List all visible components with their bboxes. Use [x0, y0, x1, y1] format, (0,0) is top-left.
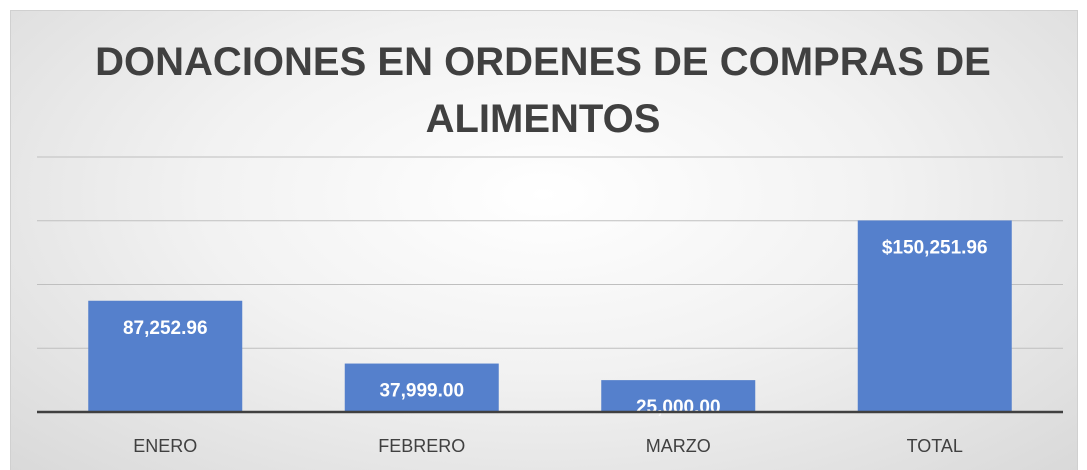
bar: [857, 220, 1012, 412]
x-tick-label: TOTAL: [907, 436, 963, 456]
bar: [88, 300, 243, 412]
x-tick-label: FEBRERO: [378, 436, 465, 456]
chart-title: DONACIONES EN ORDENES DE COMPRAS DE ALIM…: [95, 40, 991, 141]
x-tick-label: MARZO: [646, 436, 711, 456]
bar: [601, 380, 756, 412]
bar: [344, 363, 499, 412]
data-label: 37,999.00: [379, 381, 464, 402]
x-tick-label: ENERO: [133, 436, 197, 456]
data-label: 25,000.00: [636, 397, 721, 418]
data-label: $150,251.96: [882, 237, 988, 258]
data-label: 87,252.96: [123, 318, 208, 339]
